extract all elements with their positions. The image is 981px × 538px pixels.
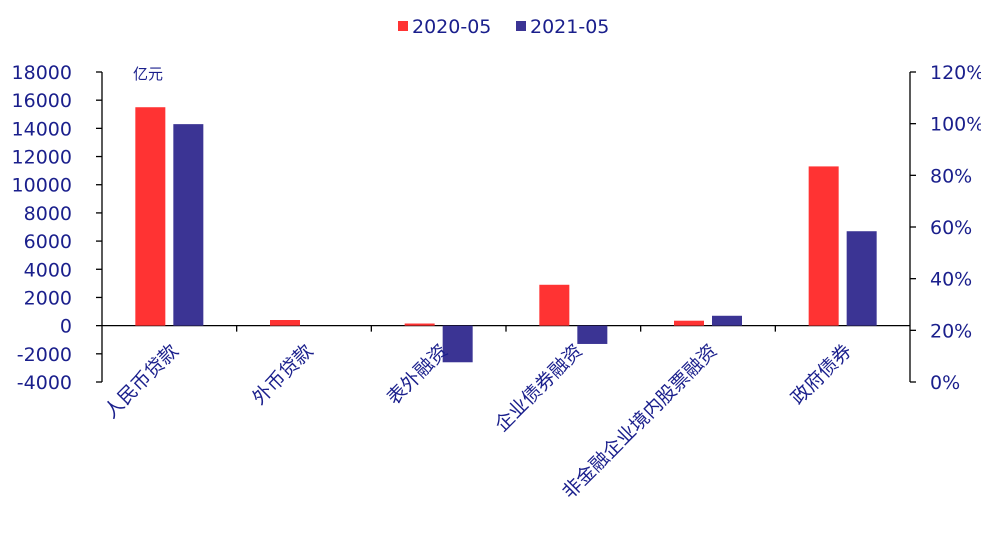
bar-2020-05 <box>674 320 704 326</box>
y-left-tick-label: 12000 <box>12 147 72 169</box>
legend-label: 2021-05 <box>530 16 609 38</box>
bar-2021-05 <box>712 315 742 326</box>
legend: 2020-05 2021-05 <box>398 16 609 38</box>
bar-2020-05 <box>808 166 839 326</box>
bar-2021-05 <box>577 325 608 344</box>
axes: -4000 -2000 0 2000 4000 6000 8000 10000 12000 140… <box>12 62 981 394</box>
category-label: 表外融资 <box>383 340 452 409</box>
y-left-tick-label: 4000 <box>24 259 72 281</box>
y-right-tick-label: 20% <box>930 320 972 342</box>
y-right-tick-label: 100% <box>930 114 981 136</box>
y-right-tick-label: 0% <box>930 372 960 394</box>
y-right-tick-label: 60% <box>930 217 972 239</box>
y-left-tick-label: 6000 <box>24 231 72 253</box>
legend-swatch <box>516 21 526 31</box>
y-left-tick-label: 14000 <box>12 118 72 140</box>
bar-2020-05 <box>270 320 300 326</box>
category-label: 政府债券 <box>787 340 856 409</box>
category-label: 人民币贷款 <box>100 340 183 423</box>
bar-2021-05 <box>846 231 877 326</box>
y-left-tick-label: 8000 <box>24 203 72 225</box>
y-left-tick-label: 10000 <box>12 175 72 197</box>
y-left-tick-label: 0 <box>60 316 72 338</box>
bar-2020-05 <box>404 323 435 326</box>
y-axis-unit-label: 亿元 <box>133 65 163 83</box>
bar-2021-05 <box>442 325 473 363</box>
legend-label: 2020-05 <box>412 16 491 38</box>
category-label: 非金融企业境内股票融资 <box>558 340 721 503</box>
y-left-tick-label: -2000 <box>17 344 72 366</box>
y-left-tick-label: 16000 <box>12 90 72 112</box>
category-label: 外币贷款 <box>248 340 317 409</box>
bar-2020-05 <box>135 107 166 326</box>
bars <box>135 107 877 363</box>
bar-2020-05 <box>539 284 570 326</box>
legend-swatch <box>398 21 408 31</box>
y-right-tick-label: 40% <box>930 269 972 291</box>
y-left-tick-label: -4000 <box>17 372 72 394</box>
y-left-tick-label: 18000 <box>12 62 72 84</box>
y-right-tick-label: 80% <box>930 165 972 187</box>
y-right-tick-label: 120% <box>930 62 981 84</box>
category-label: 企业债券融资 <box>491 340 587 436</box>
bar-2021-05 <box>173 124 204 326</box>
y-left-tick-label: 2000 <box>24 287 72 309</box>
